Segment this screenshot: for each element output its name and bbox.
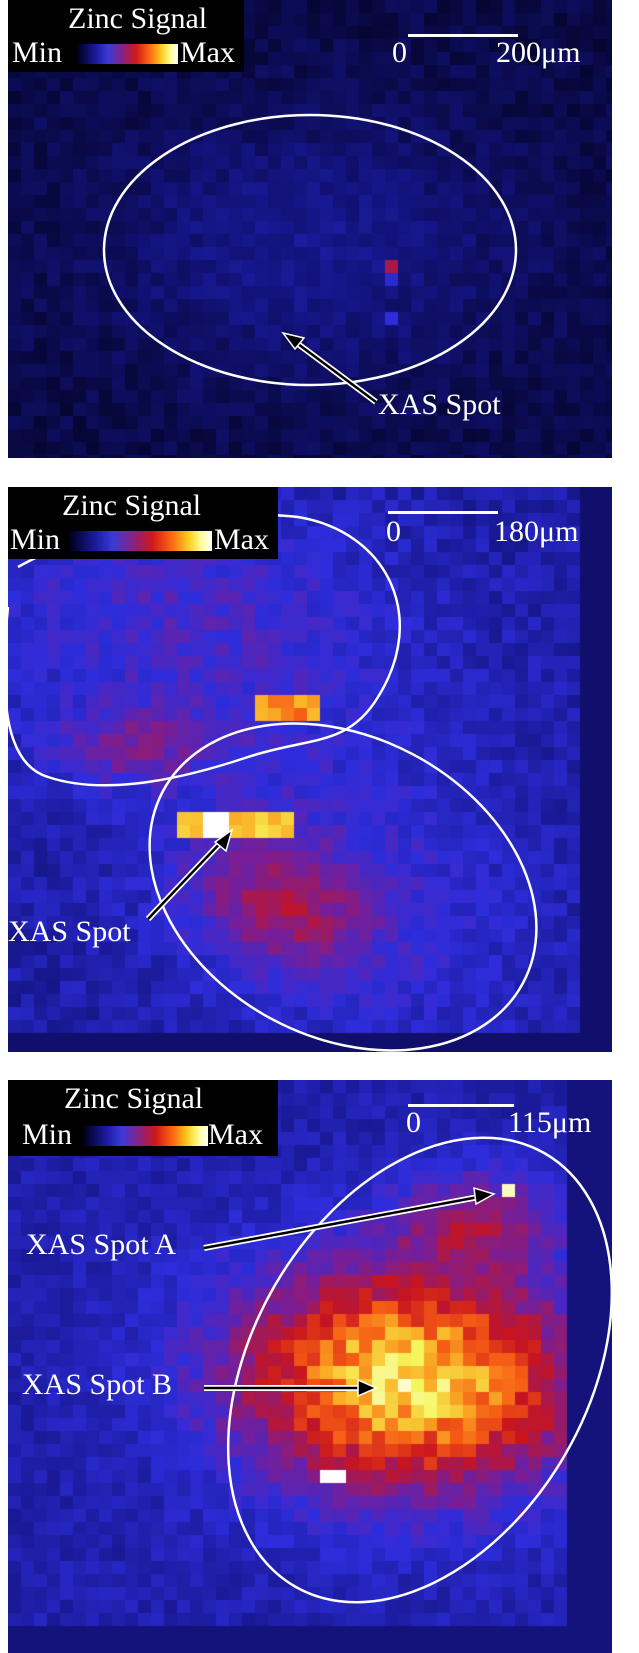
cell-outline-ellipse	[226, 1136, 612, 1604]
legend-title: Zinc Signal	[68, 2, 208, 35]
xas-spot-b-arrowhead	[357, 1378, 378, 1398]
overlay-annotations	[8, 513, 538, 1052]
legend-max-label: Max	[208, 1118, 263, 1151]
xas-spot-arrowhead	[281, 331, 306, 351]
cell-outline-lower	[148, 722, 538, 1052]
scale-bar	[388, 511, 498, 514]
xas-spot-a-label: XAS Spot A	[26, 1228, 177, 1261]
scale-bar-zero-label: 0	[406, 1106, 421, 1139]
scale-bar-length-label: 200μm	[496, 36, 581, 69]
zinc-heatmap-image	[8, 1080, 612, 1653]
legend-color-bar	[84, 1126, 208, 1146]
zinc-heatmap-image	[8, 0, 612, 458]
zinc-map-panel-3: Zinc Signal Min Max 0 115μm XAS Spot A X…	[8, 1080, 612, 1653]
color-legend: Zinc Signal Min Max	[8, 487, 278, 559]
zinc-map-panel-1: Zinc Signal Min Max 0 200μm XAS Spot	[8, 0, 612, 458]
xas-spot-label: XAS Spot	[8, 915, 131, 948]
zinc-map-panel-2: Zinc Signal Min Max 0 180μm XAS Spot	[8, 487, 612, 1052]
legend-color-bar	[70, 531, 212, 551]
scale-bar-length-label: 180μm	[494, 515, 579, 548]
overlay-annotations	[203, 1136, 612, 1604]
legend-min-label: Min	[12, 36, 63, 69]
color-legend: Zinc Signal Min Max	[8, 0, 244, 72]
scale-bar-zero-label: 0	[392, 36, 407, 69]
color-legend: Zinc Signal Min Max	[8, 1080, 278, 1156]
cell-outline-ellipse	[102, 113, 518, 387]
overlay-annotations	[102, 113, 518, 405]
legend-min-label: Min	[22, 1118, 73, 1151]
xas-spot-label: XAS Spot	[378, 388, 501, 421]
legend-title: Zinc Signal	[64, 1082, 204, 1115]
scale-bar-length-label: 115μm	[508, 1106, 592, 1139]
legend-max-label: Max	[180, 36, 235, 69]
zinc-heatmap-image	[8, 487, 612, 1052]
xas-spot-b-label: XAS Spot B	[22, 1368, 173, 1401]
scale-bar	[408, 34, 518, 37]
legend-color-bar	[78, 44, 178, 64]
xas-spot-a-arrowhead	[473, 1186, 496, 1206]
legend-title: Zinc Signal	[62, 489, 202, 522]
legend-max-label: Max	[214, 523, 269, 556]
scale-bar	[408, 1104, 514, 1107]
scale-bar-zero-label: 0	[386, 515, 401, 548]
legend-min-label: Min	[10, 523, 61, 556]
xas-spot-arrowhead	[213, 828, 234, 853]
